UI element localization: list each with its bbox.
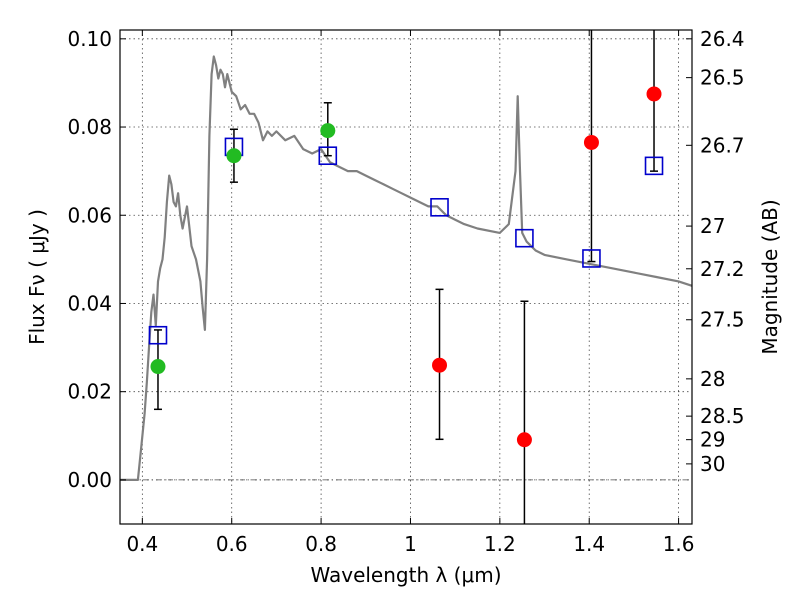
model-photometry-point: [148, 325, 168, 345]
right-tick-label: 26.7: [700, 133, 745, 157]
plot-frame: [119, 29, 693, 525]
x-tick-label: 0.6: [216, 532, 248, 556]
x-tick-label: 0.8: [305, 532, 337, 556]
right-tick-label: 27: [700, 214, 725, 238]
y-axis-title: Flux Fν ( μJy ): [25, 209, 49, 345]
model-photometry-point: [644, 156, 664, 176]
right-tick-label: 27.2: [700, 257, 745, 281]
non-detection-point: [432, 357, 448, 373]
x-tick-label: 1.4: [573, 532, 605, 556]
grid-layer: [120, 30, 692, 524]
y-tick-label: 0.04: [67, 291, 112, 315]
x-tick-label: 1.6: [663, 532, 695, 556]
model-sed-line: [120, 55, 692, 481]
non-detection-point: [583, 134, 599, 150]
right-tick-label: 29: [700, 428, 725, 452]
y-tick-label: 0.06: [67, 203, 112, 227]
right-tick-label: 26.4: [700, 27, 745, 51]
y-tick-label: 0.02: [67, 380, 112, 404]
right-tick-label: 27.5: [700, 308, 745, 332]
non-detection-point: [516, 432, 532, 448]
detection-point: [226, 148, 242, 164]
model-photometry-point: [318, 146, 338, 166]
y-tick-label: 0.00: [67, 468, 112, 492]
right-tick-label: 28: [700, 367, 725, 391]
y-tick-label: 0.10: [67, 27, 112, 51]
right-tick-label: 28.5: [700, 404, 745, 428]
model-photometry-point: [430, 198, 449, 217]
detection-point: [150, 359, 166, 375]
model-photometry-point: [515, 228, 534, 248]
plot-area: [120, 30, 692, 524]
x-axis-title: Wavelength λ (μm): [310, 563, 501, 587]
non-detection-point: [646, 86, 662, 102]
model-photometry-point: [582, 249, 601, 268]
x-tick-label: 1: [404, 532, 417, 556]
ticks: 0.4 0.6 0.8 1 1.2 1.4 1.6 0.00 0.02 0.04 0.06 0.08 0…: [67, 27, 744, 556]
detection-point: [320, 123, 336, 139]
y-tick-label: 0.08: [67, 115, 112, 139]
x-tick-label: 0.4: [126, 532, 158, 556]
plot-clip-group: [120, 30, 692, 524]
right-axis-title: Magnitude (AB): [758, 199, 782, 354]
right-tick-label: 26.5: [700, 66, 745, 90]
x-tick-label: 1.2: [484, 532, 516, 556]
right-tick-label: 30: [700, 452, 725, 476]
